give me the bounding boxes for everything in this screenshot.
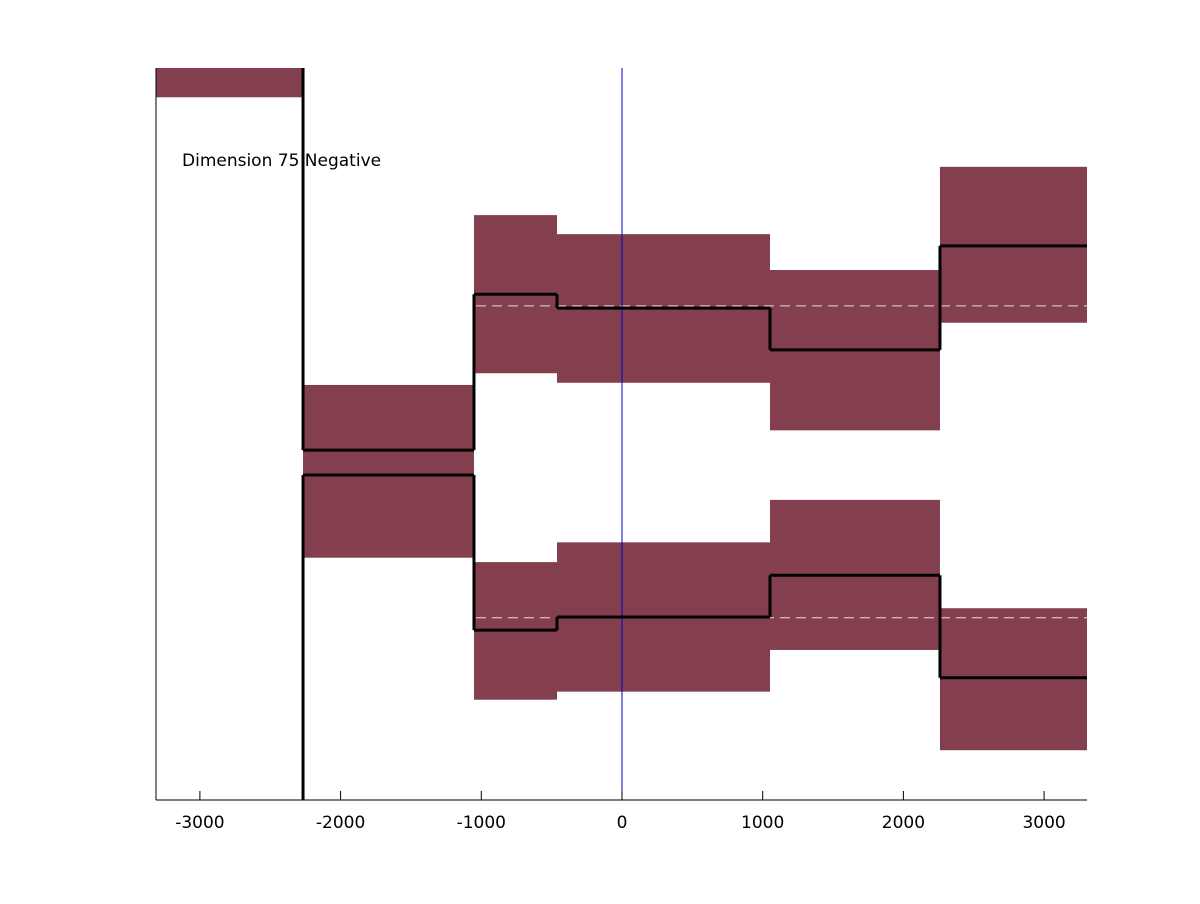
plot-area [156, 68, 1087, 800]
annotation: Dimension 75 Negative [182, 151, 381, 171]
x-tick-label: 3000 [1022, 813, 1065, 833]
confidence-band [156, 68, 304, 98]
x-tick-label: 0 [617, 813, 628, 833]
x-tick-label: 2000 [882, 813, 925, 833]
x-tick-label: -1000 [457, 813, 506, 833]
x-tick-label: -3000 [175, 813, 224, 833]
x-tick-label: 1000 [741, 813, 784, 833]
confidence-band [303, 470, 474, 558]
x-tick-label: -2000 [316, 813, 365, 833]
